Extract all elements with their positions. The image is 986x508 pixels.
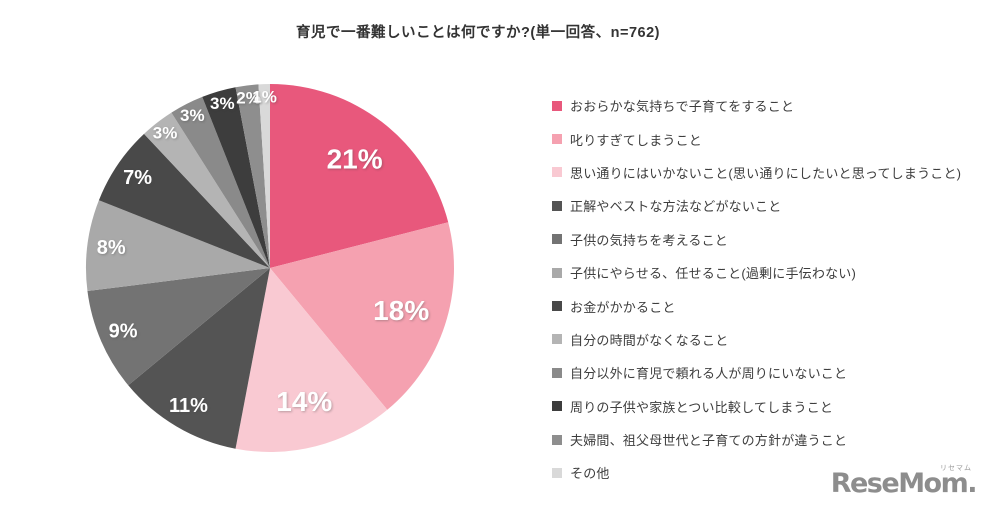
legend-item: お金がかかること xyxy=(552,289,982,322)
legend-item: 自分以外に育児で頼れる人が周りにいないこと xyxy=(552,356,982,389)
pie-chart: 21%18%14%11%9%8%7%3%3%3% 2%1% xyxy=(85,83,455,452)
pie-slice xyxy=(202,87,270,268)
legend-label: 子供の気持ちを考えること xyxy=(570,232,729,248)
pie-slice-label: 11% xyxy=(169,395,208,417)
legend-item: 自分の時間がなくなること xyxy=(552,323,982,356)
legend-color-swatch xyxy=(552,234,562,245)
pie-slice-label: 14% xyxy=(276,386,332,417)
pie-slice xyxy=(98,133,270,268)
pie-slice xyxy=(235,268,388,452)
legend-color-swatch xyxy=(552,367,562,378)
legend-item: 思い通りにはいかないこと(思い通りにしたいと思ってしまうこと) xyxy=(552,156,982,189)
pie-slice-label: 9% xyxy=(109,321,138,343)
legend-color-swatch xyxy=(552,100,562,111)
legend-color-swatch xyxy=(552,200,562,211)
pie-slice xyxy=(87,268,270,386)
chart-title: 育児で一番難しいことは何ですか?(単一回答、n=762) xyxy=(295,25,661,41)
pie-slice-label: 18% xyxy=(373,295,429,326)
pie-slice xyxy=(258,83,270,268)
legend-color-swatch xyxy=(552,467,562,478)
pie-slice-label: 8% xyxy=(97,237,126,259)
legend-item: 叱りすぎてしまうこと xyxy=(552,122,982,155)
legend-color-swatch xyxy=(552,434,562,445)
legend-label: 自分の時間がなくなること xyxy=(570,332,729,348)
pie-slice xyxy=(144,112,270,268)
legend-color-swatch xyxy=(552,167,562,178)
pie-slice-label: 21% xyxy=(327,144,383,175)
legend-color-swatch xyxy=(552,334,562,345)
legend-item: その他 xyxy=(552,456,982,489)
legend-label: 自分以外に育児で頼れる人が周りにいないこと xyxy=(570,366,848,382)
pie-slice-label: 7% xyxy=(123,167,152,189)
pie-slice xyxy=(270,222,455,410)
logo-ruby-text: リセマム xyxy=(940,465,972,472)
legend-label: 正解やベストな方法などがないこと xyxy=(570,199,782,215)
legend-color-swatch xyxy=(552,401,562,412)
logo-text: ReseMom. xyxy=(830,468,978,499)
pie-slice-label: 3% xyxy=(153,123,178,142)
pie-slice-label: 1% xyxy=(252,88,277,107)
pie-slice-label: 3% xyxy=(180,106,205,125)
pie-slice xyxy=(171,96,270,268)
legend-label: 夫婦間、祖父母世代と子育ての方針が違うこと xyxy=(570,433,848,449)
pie-slice-label: 3% xyxy=(210,94,235,113)
legend-item: おおらかな気持ちで子育てをすること xyxy=(552,89,982,122)
legend-color-swatch xyxy=(552,267,562,278)
legend-item: 正解やベストな方法などがないこと xyxy=(552,189,982,222)
pie-slice xyxy=(235,84,270,268)
legend-label: お金がかかること xyxy=(570,299,676,315)
pie-slice xyxy=(85,200,271,292)
pie-slice-label: 2% xyxy=(236,89,261,108)
pie-slice xyxy=(270,84,449,268)
pie-slice xyxy=(128,268,270,449)
legend-label: 叱りすぎてしまうこと xyxy=(570,132,703,148)
legend-label: 思い通りにはいかないこと(思い通りにしたいと思ってしまうこと) xyxy=(570,165,962,181)
resemom-logo: リセマム ReseMom. xyxy=(830,465,978,499)
legend-item: 夫婦間、祖父母世代と子育ての方針が違うこと xyxy=(552,423,982,456)
legend-label: おおらかな気持ちで子育てをすること xyxy=(570,99,795,115)
legend-label: 周りの子供や家族とつい比較してしまうこと xyxy=(570,399,834,415)
legend-color-swatch xyxy=(552,134,562,145)
legend-item: 子供の気持ちを考えること xyxy=(552,223,982,256)
logo-inner: リセマム ReseMom. xyxy=(830,465,978,499)
legend-item: 周りの子供や家族とつい比較してしまうこと xyxy=(552,390,982,423)
legend-label: その他 xyxy=(570,466,610,482)
legend: おおらかな気持ちで子育てをすること 叱りすぎてしまうこと思い通りにはいかないこと(… xyxy=(552,89,982,490)
legend-label: 子供にやらせる、任せること(過剰に手伝わない) xyxy=(570,266,856,282)
legend-item: 子供にやらせる、任せること(過剰に手伝わない) xyxy=(552,256,982,289)
legend-color-swatch xyxy=(552,301,562,312)
